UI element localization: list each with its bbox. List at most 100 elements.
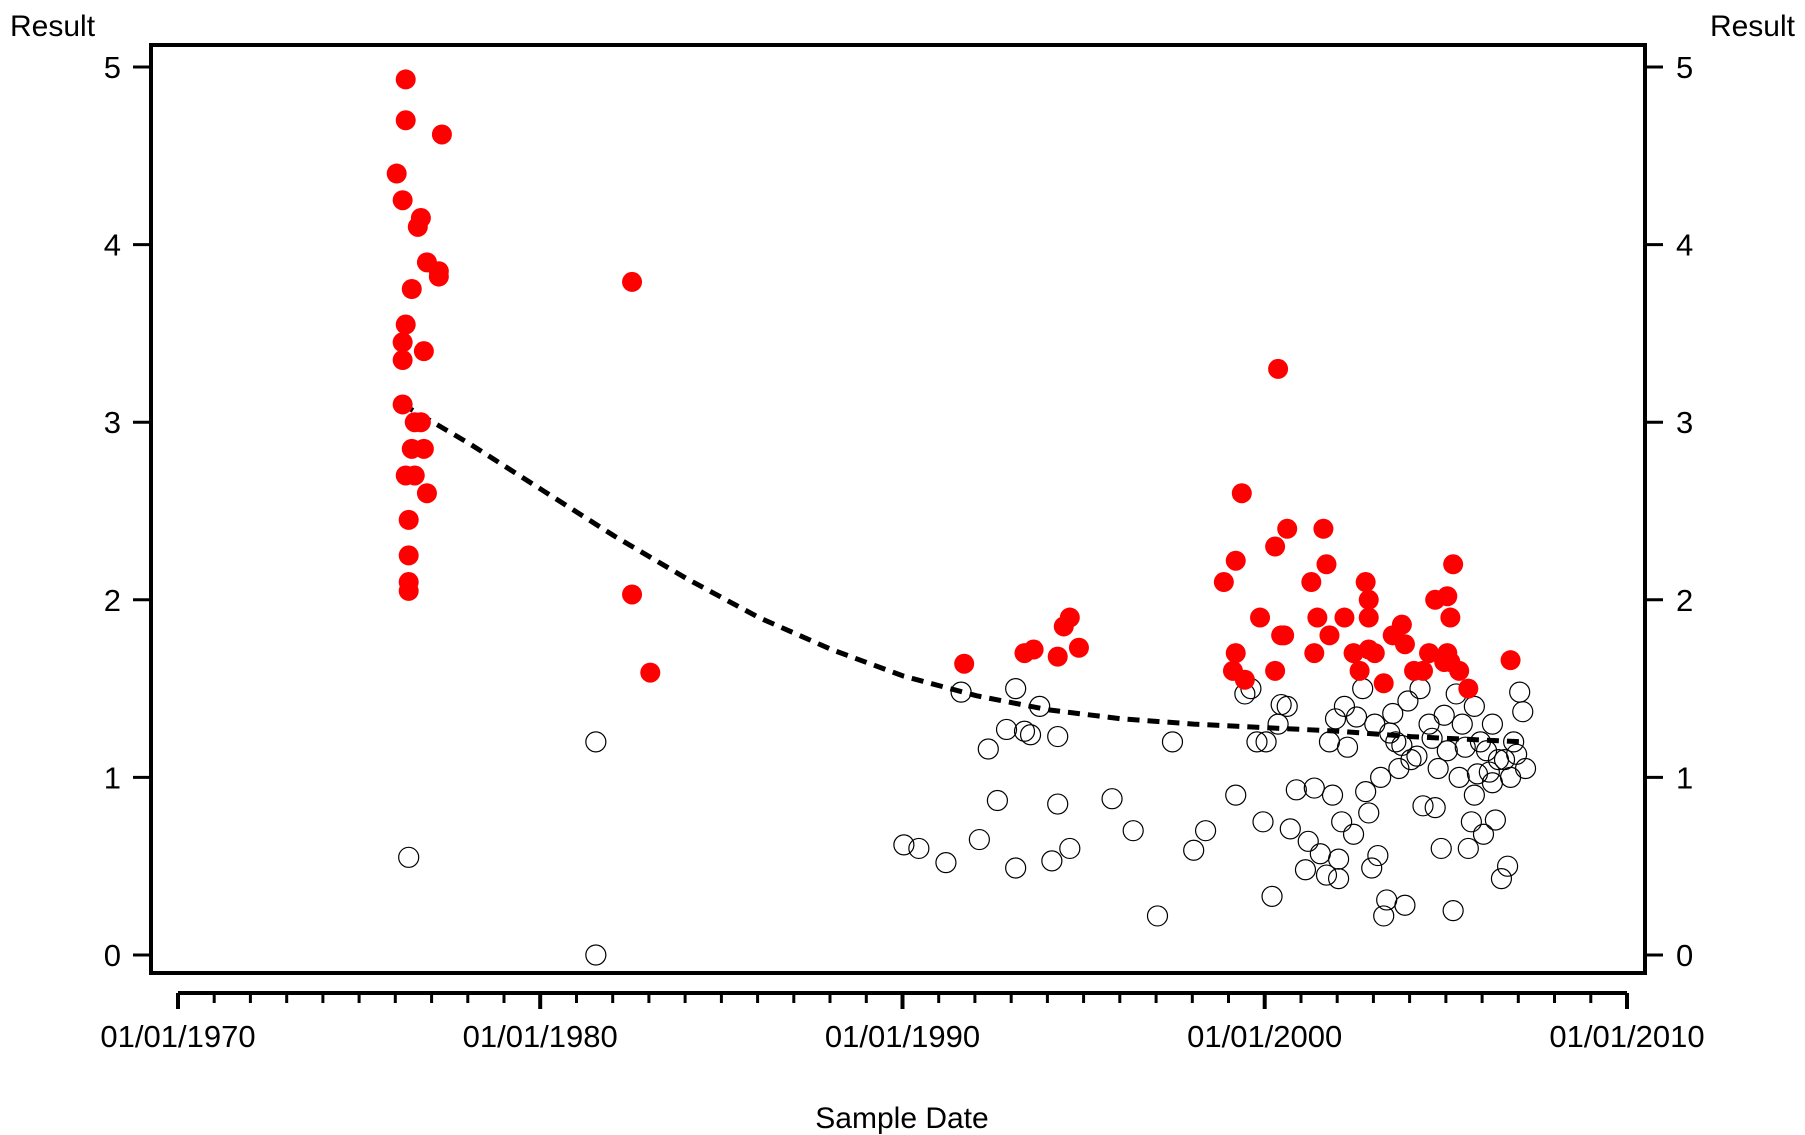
open-data-point [1371, 767, 1391, 787]
open-data-point [1495, 750, 1515, 770]
y-tick-label-right: 0 [1676, 938, 1693, 973]
y-tick-label-left: 3 [104, 405, 121, 440]
open-data-point [586, 732, 606, 752]
highlighted-data-point [1235, 670, 1255, 690]
highlighted-points [387, 69, 1521, 698]
highlighted-data-point [429, 267, 449, 287]
open-data-point [1048, 727, 1068, 747]
highlighted-data-point [396, 69, 416, 89]
open-data-point [1425, 798, 1445, 818]
open-data-point [1021, 725, 1041, 745]
open-data-point [1006, 858, 1026, 878]
x-axis: 01/01/1970 01/01/1980 01/01/1990 01/01/2000… [100, 993, 1704, 1054]
open-data-point [1431, 838, 1451, 858]
highlighted-data-point [396, 315, 416, 335]
highlighted-data-point [399, 581, 419, 601]
y-axis-title-left: Result [10, 10, 96, 43]
open-data-point [1329, 849, 1349, 869]
open-data-point [1247, 732, 1267, 752]
open-data-point [1060, 838, 1080, 858]
highlighted-data-point [1319, 625, 1339, 645]
highlighted-data-point [393, 332, 413, 352]
open-data-point [1271, 695, 1291, 715]
open-data-point [1449, 767, 1469, 787]
open-data-point [978, 739, 998, 759]
y-tick-label-left: 0 [104, 938, 121, 973]
highlighted-data-point [1356, 572, 1376, 592]
open-data-point [1102, 789, 1122, 809]
open-data-point [1277, 696, 1297, 716]
x-tick-label: 01/01/1970 [100, 1019, 255, 1054]
open-data-point [1262, 886, 1282, 906]
open-data-point [1407, 746, 1427, 766]
open-data-point [1458, 838, 1478, 858]
highlighted-data-point [1307, 608, 1327, 628]
highlighted-data-point [1359, 608, 1379, 628]
open-data-point [894, 835, 914, 855]
highlighted-data-point [1440, 608, 1460, 628]
highlighted-data-point [1359, 590, 1379, 610]
highlighted-data-point [1069, 638, 1089, 658]
open-data-point [1226, 785, 1246, 805]
y-tick-label-right: 1 [1676, 760, 1693, 795]
highlighted-data-point [399, 510, 419, 530]
highlighted-data-point [1350, 661, 1370, 681]
highlighted-data-point [1250, 608, 1270, 628]
highlighted-data-point [405, 465, 425, 485]
highlighted-data-point [1359, 640, 1379, 660]
y-tick-label-right: 4 [1676, 228, 1693, 263]
x-tick-label: 01/01/2000 [1187, 1019, 1342, 1054]
open-data-point [1319, 732, 1339, 752]
highlighted-data-point [1060, 608, 1080, 628]
open-data-point [586, 945, 606, 965]
x-tick-label: 01/01/1980 [463, 1019, 618, 1054]
open-data-point [1513, 702, 1533, 722]
plot-frame [151, 45, 1645, 973]
open-data-point [1042, 851, 1062, 871]
open-data-point [1280, 819, 1300, 839]
highlighted-data-point [622, 272, 642, 292]
open-data-point [1395, 895, 1415, 915]
y-tick-label-right: 5 [1676, 50, 1693, 85]
open-data-point [1362, 858, 1382, 878]
highlighted-data-point [1226, 551, 1246, 571]
highlighted-data-point [393, 190, 413, 210]
open-data-point [1410, 679, 1430, 699]
open-data-point [1298, 831, 1318, 851]
open-data-point [1268, 714, 1288, 734]
y-tick-label-right: 2 [1676, 583, 1693, 618]
open-data-point [969, 830, 989, 850]
highlighted-data-point [1374, 673, 1394, 693]
open-data-point [1353, 679, 1373, 699]
normal-points [399, 679, 1536, 965]
open-data-point [1196, 821, 1216, 841]
open-data-point [997, 719, 1017, 739]
open-data-point [1419, 714, 1439, 734]
open-data-point [1443, 901, 1463, 921]
highlighted-data-point [1501, 650, 1521, 670]
open-data-point [1434, 705, 1454, 725]
highlighted-data-point [414, 341, 434, 361]
highlighted-data-point [393, 394, 413, 414]
y-tick-label-left: 4 [104, 228, 121, 263]
open-data-point [1359, 803, 1379, 823]
open-data-point [1516, 759, 1536, 779]
highlighted-data-point [1265, 661, 1285, 681]
highlighted-data-point [1268, 359, 1288, 379]
highlighted-data-point [1449, 661, 1469, 681]
open-data-point [1482, 773, 1502, 793]
highlighted-data-point [399, 545, 419, 565]
x-tick-label: 01/01/1990 [825, 1019, 980, 1054]
highlighted-data-point [1458, 679, 1478, 699]
open-data-point [1356, 782, 1376, 802]
x-tick-label: 01/01/2010 [1549, 1019, 1704, 1054]
open-data-point [1286, 780, 1306, 800]
highlighted-data-point [1277, 519, 1297, 539]
open-data-point [1184, 840, 1204, 860]
open-data-point [1162, 732, 1182, 752]
highlighted-data-point [1271, 625, 1291, 645]
x-axis-title: Sample Date [815, 1102, 988, 1135]
highlighted-data-point [1313, 519, 1333, 539]
open-data-point [1461, 812, 1481, 832]
open-data-point [1253, 812, 1273, 832]
